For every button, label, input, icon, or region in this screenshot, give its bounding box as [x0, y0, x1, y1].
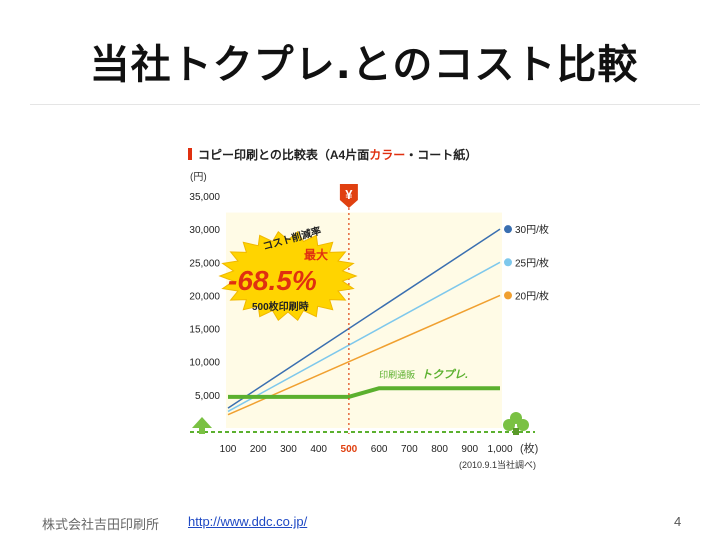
footer-company: 株式会社吉田印刷所 [42, 518, 160, 533]
badge-starburst [218, 231, 358, 321]
series-line-tokupure [228, 386, 500, 399]
y-axis-unit-label: (円) [190, 172, 207, 183]
title-divider [30, 104, 700, 105]
y-tick-label: 30,000 [189, 225, 220, 236]
footer-url-link[interactable]: http://www.ddc.co.jp/ [188, 514, 308, 529]
y-tick-labels: 35,000 30,000 25,000 20,000 15,000 10,000 5,00… [189, 192, 220, 402]
y-tick-label: 25,000 [189, 258, 220, 269]
x-tick-label: 700 [401, 444, 418, 455]
chart-svg: コピー印刷との比較表（A4片面カラー・コート紙） (円) 35,000 30,00… [188, 147, 549, 470]
x-tick-label: 400 [310, 444, 327, 455]
x-tick-label: 100 [220, 444, 237, 455]
x-tick-label: 800 [431, 444, 448, 455]
cost-comparison-chart: コピー印刷との比較表（A4片面カラー・コート紙） (円) 35,000 30,00… [170, 138, 570, 478]
legend-label: 30円/枚 [515, 223, 549, 236]
x-tick-label: 200 [250, 444, 267, 455]
x-tick-label: 600 [371, 444, 388, 455]
y-tick-label: 10,000 [189, 358, 220, 369]
legend-marker [504, 258, 512, 267]
chart-title-paren-close: ・コート紙） [405, 147, 477, 162]
tokupure-logo: トクプレ. [421, 368, 468, 381]
badge-line4: 500枚印刷時 [252, 300, 309, 313]
chart-title-accent [188, 148, 192, 160]
x-tick-label: 900 [461, 444, 478, 455]
tree-icon-left [192, 417, 212, 434]
legend-label: 25円/枚 [515, 256, 549, 269]
chart-title-text: コピー印刷との比較表 [198, 147, 319, 162]
tree-icon-right [503, 412, 529, 435]
legend: 30円/枚 25円/枚 20円/枚 [504, 223, 549, 302]
chart-title-highlight: カラー [369, 148, 405, 162]
y-tick-label: 5,000 [195, 391, 220, 402]
badge-line3: -68.5% [228, 265, 317, 296]
page-number: 4 [674, 514, 682, 529]
legend-label: 20円/枚 [515, 289, 549, 302]
x-tick-labels: 100 200 300 400 500 600 700 800 900 1,000 [220, 444, 513, 455]
yen-marker: ¥ [339, 184, 358, 208]
yen-marker-shape [339, 184, 358, 208]
source-note: (2010.9.1当社調べ) [459, 459, 536, 470]
y-tick-label: 35,000 [189, 192, 220, 203]
tokupure-series-label: 印刷通販 [379, 369, 415, 380]
series-line-30 [227, 228, 501, 409]
chart-title-paren-open: （A4片面 [318, 147, 369, 162]
y-tick-label: 20,000 [189, 291, 220, 302]
series-line-25 [227, 261, 501, 413]
x-axis-unit-label: (枚) [520, 441, 538, 455]
series-lines [227, 228, 501, 416]
chart-title: コピー印刷との比較表（A4片面カラー・コート紙） [198, 147, 477, 162]
x-tick-label: 1,000 [487, 444, 512, 455]
slide-title: 当社トクプレ.とのコスト比較 [89, 42, 639, 88]
y-tick-label: 15,000 [189, 325, 220, 336]
legend-marker [504, 291, 512, 300]
badge-line2: 最大 [304, 247, 328, 262]
legend-marker [504, 225, 512, 234]
x-tick-label: 500 [341, 444, 358, 455]
yen-icon: ¥ [345, 187, 353, 202]
x-tick-label: 300 [280, 444, 297, 455]
